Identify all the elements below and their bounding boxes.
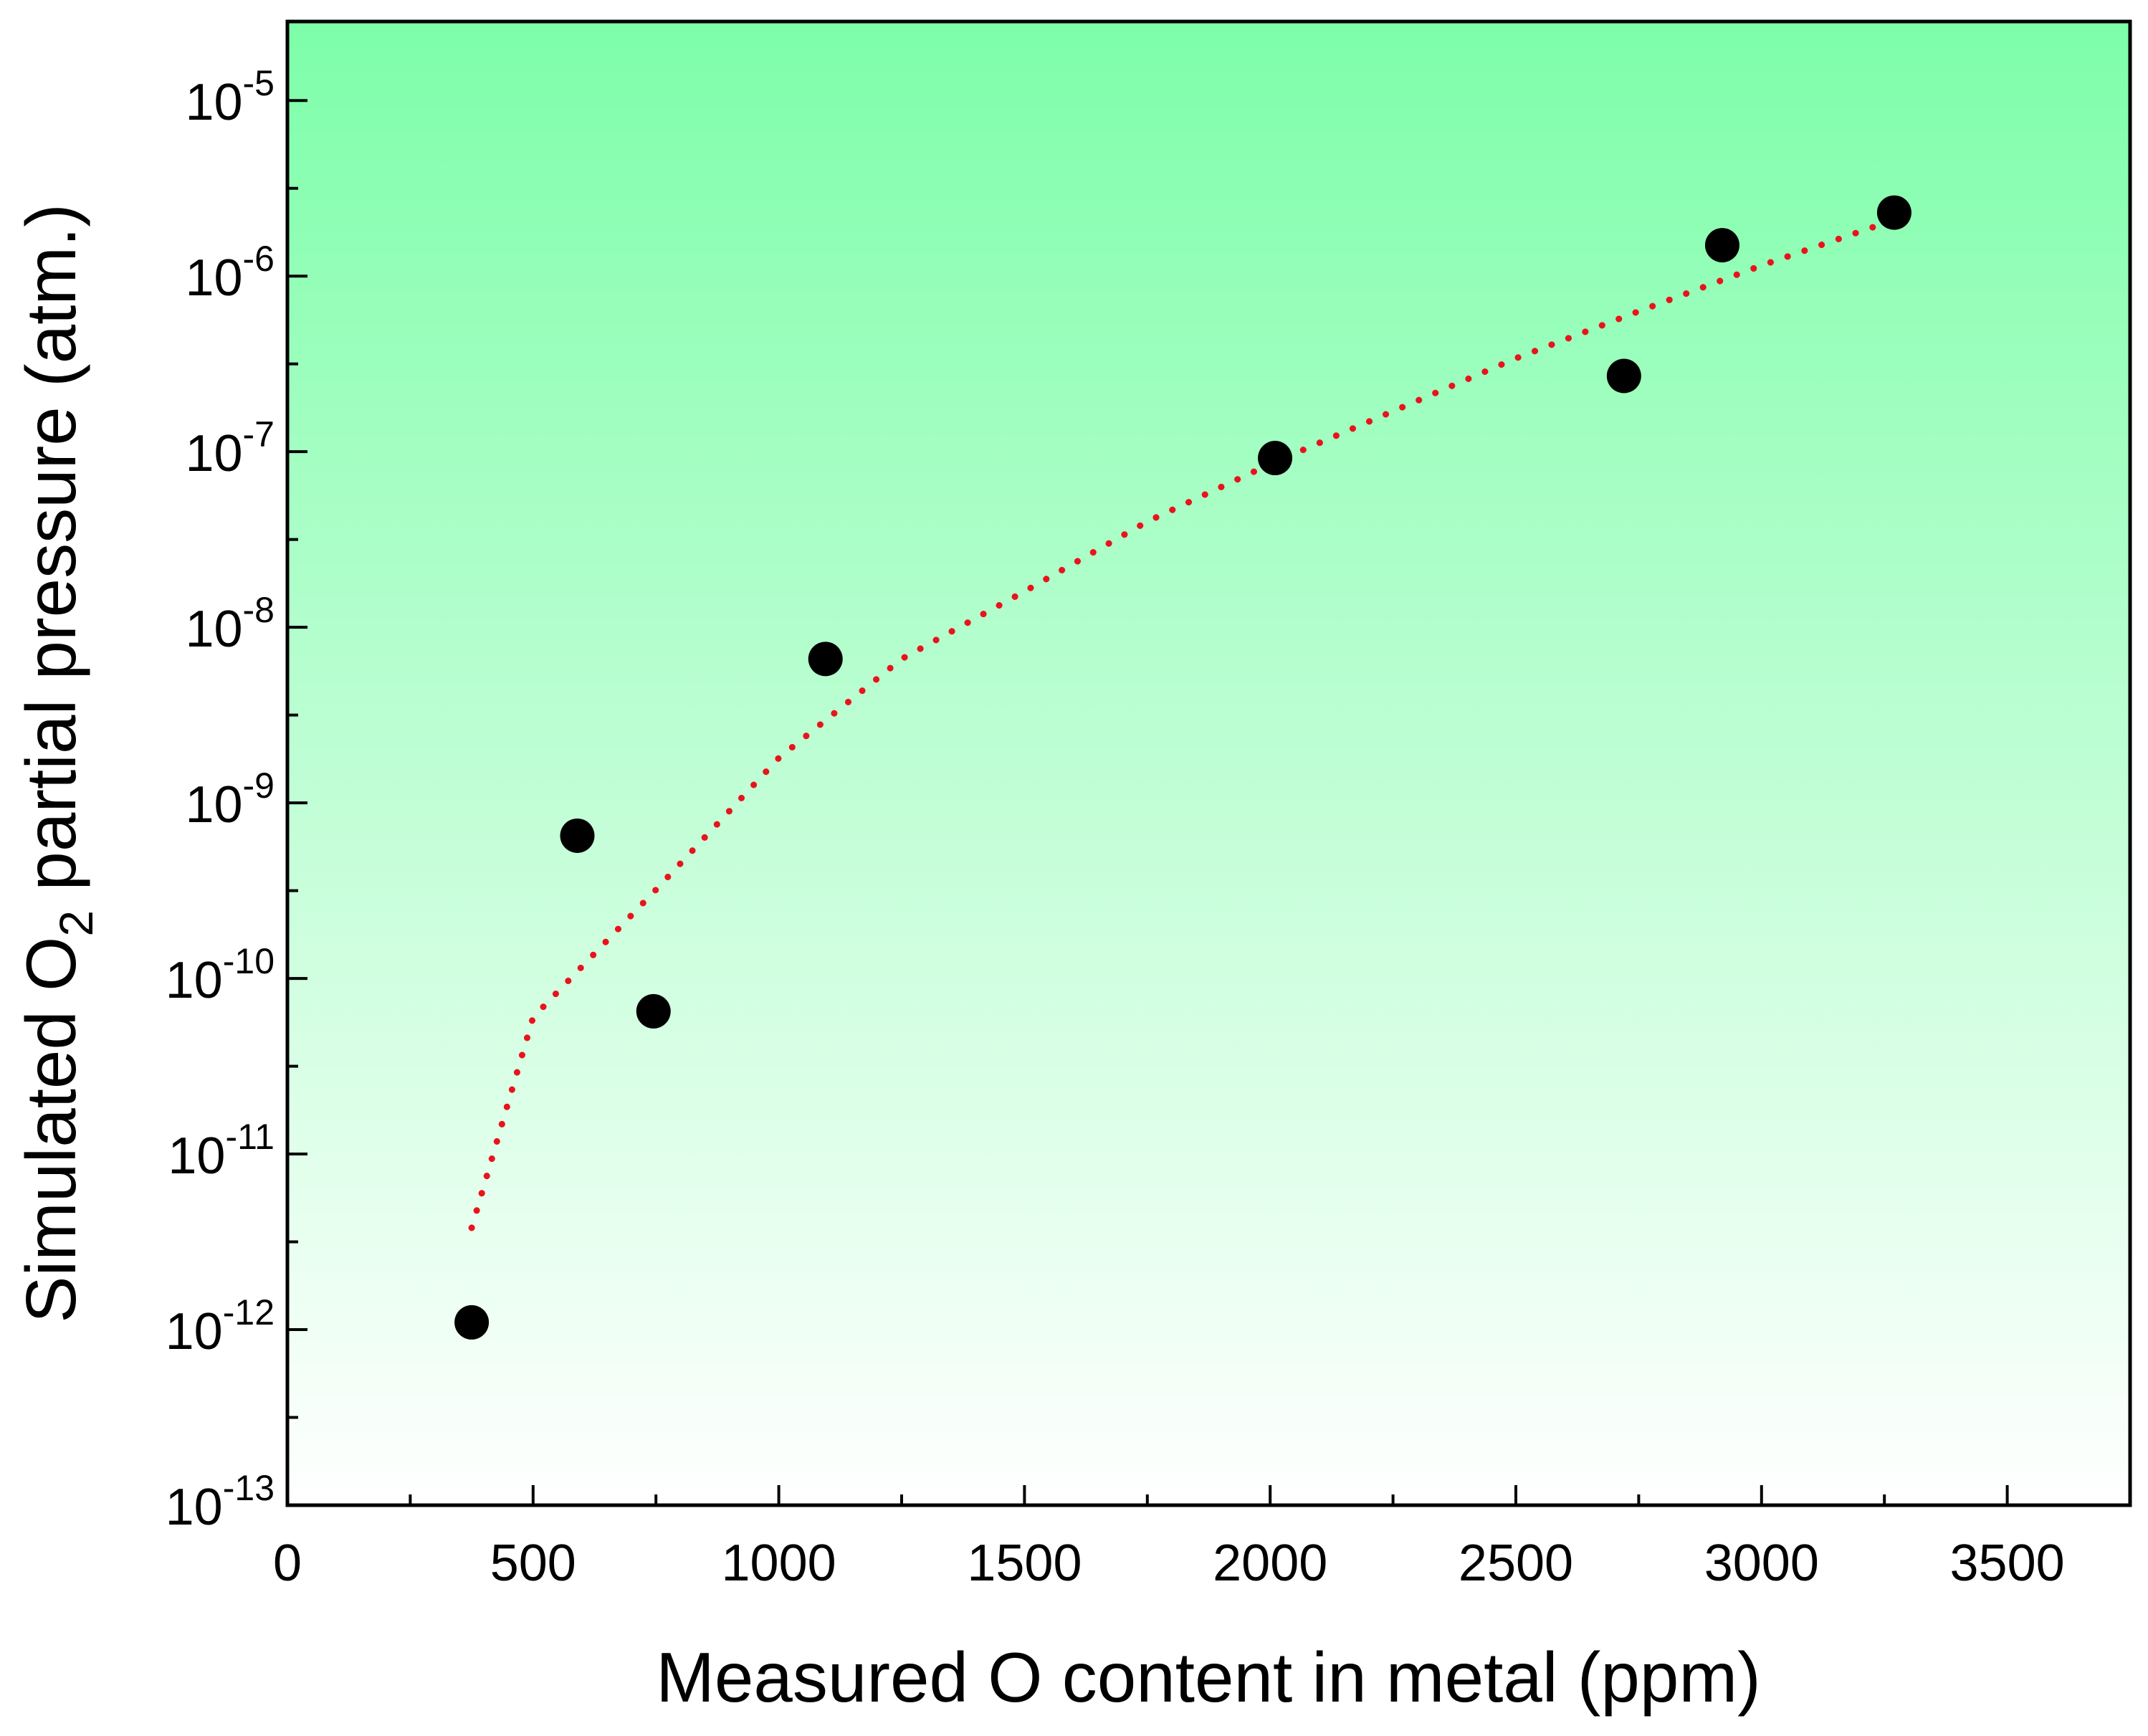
y-tick-exponent: -9 xyxy=(243,766,275,806)
y-tick-base: 10 xyxy=(168,1127,225,1185)
x-axis-title: Measured O content in metal (ppm) xyxy=(656,1638,1760,1717)
y-tick-exponent: -8 xyxy=(243,590,275,630)
y-tick-base: 10 xyxy=(185,249,242,307)
y-tick-label: 10-5 xyxy=(185,63,275,131)
fit-line-layer xyxy=(468,219,1888,1231)
y-tick-label: 10-13 xyxy=(166,1468,275,1536)
data-point xyxy=(1704,228,1739,263)
y-tick-exponent: -5 xyxy=(243,63,275,103)
y-tick-base: 10 xyxy=(185,601,242,658)
y-tick-base: 10 xyxy=(166,1303,223,1360)
x-tick-label: 2500 xyxy=(1459,1535,1573,1592)
x-tick-label: 1500 xyxy=(967,1535,1082,1592)
y-tick-base: 10 xyxy=(185,776,242,834)
data-point xyxy=(1876,195,1911,230)
x-tick-label: 1000 xyxy=(722,1535,836,1592)
y-tick-base: 10 xyxy=(166,1479,223,1536)
data-point xyxy=(560,818,595,853)
plot-background xyxy=(287,22,2130,1505)
y-tick-label: 10-10 xyxy=(166,941,275,1009)
y-tick-exponent: -11 xyxy=(225,1117,275,1157)
y-tick-label: 10-11 xyxy=(168,1117,275,1185)
y-axis-title-suffix: partial pressure (atm.) xyxy=(11,204,90,910)
ticks-layer: 0 500 1000 1500 2000 2500 3000 350010-1310-1210… xyxy=(166,63,2065,1592)
y-tick-label: 10-8 xyxy=(185,590,275,658)
y-axis-title-prefix: Simulated O xyxy=(11,937,90,1323)
y-tick-exponent: -7 xyxy=(243,414,275,454)
y-tick-base: 10 xyxy=(166,952,223,1009)
data-point xyxy=(808,642,843,677)
y-tick-label: 10-9 xyxy=(185,766,275,834)
y-tick-exponent: -6 xyxy=(243,239,275,279)
y-tick-label: 10-6 xyxy=(185,239,275,307)
data-point xyxy=(1258,441,1293,476)
x-tick-label: 3500 xyxy=(1950,1535,2065,1592)
y-tick-exponent: -12 xyxy=(223,1292,275,1332)
y-axis-title: Simulated O2 partial pressure (atm.) xyxy=(11,204,102,1323)
data-points-layer xyxy=(454,195,1911,1340)
y-tick-label: 10-12 xyxy=(166,1292,275,1360)
x-tick-label: 3000 xyxy=(1704,1535,1819,1592)
y-tick-label: 10-7 xyxy=(185,414,275,482)
y-tick-base: 10 xyxy=(185,425,242,482)
data-point xyxy=(1606,358,1641,394)
y-tick-exponent: -13 xyxy=(223,1468,275,1508)
y-tick-base: 10 xyxy=(185,74,242,131)
data-point xyxy=(636,993,671,1029)
x-tick-label: 0 xyxy=(273,1535,302,1592)
data-point xyxy=(454,1305,490,1340)
x-tick-label: 500 xyxy=(490,1535,576,1592)
fit-line xyxy=(468,219,1888,1231)
plot-frame xyxy=(285,19,2132,1507)
y-axis-title-subscript: 2 xyxy=(49,910,102,937)
x-tick-label: 2000 xyxy=(1213,1535,1327,1592)
y-tick-exponent: -10 xyxy=(223,941,275,981)
